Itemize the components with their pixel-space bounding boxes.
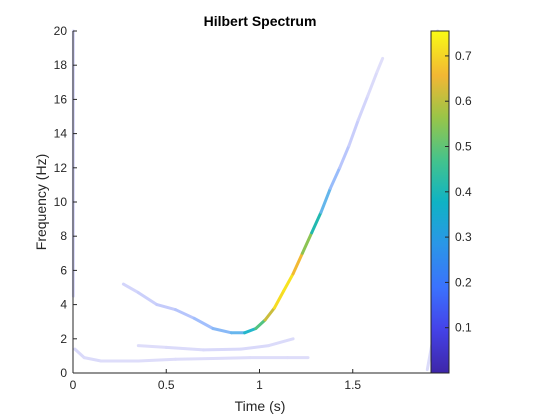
y-axis-label: Frequency (Hz) — [33, 154, 49, 250]
series-imf2-segment — [73, 347, 86, 360]
colorbar: 0.1 0.2 0.3 0.4 0.5 0.6 0.7 — [430, 30, 472, 374]
y-tick-label: 10 — [54, 195, 68, 209]
chart-title: Hilbert Spectrum — [204, 13, 317, 29]
colorbar-tick-label: 0.6 — [455, 94, 472, 108]
series-imf1-segment — [375, 56, 385, 74]
series-imf3-segment — [202, 347, 243, 352]
series-imf1-segment — [300, 231, 314, 255]
series-imf3 — [136, 337, 295, 352]
x-tick-label: 0 — [70, 378, 77, 392]
series-imf1-segment — [211, 327, 233, 335]
x-axis-ticks: 0 0.5 1 1.5 — [70, 369, 361, 392]
y-tick-label: 0 — [60, 366, 67, 380]
y-tick-label: 18 — [54, 58, 68, 72]
colorbar-tick-label: 0.2 — [455, 275, 472, 289]
y-tick-label: 4 — [60, 298, 67, 312]
series-imf1-segment — [192, 316, 215, 330]
series-imf2 — [73, 347, 310, 363]
series-imf2-segment — [136, 357, 178, 363]
series-imf2-segment — [174, 357, 215, 361]
series-imf1-segment — [243, 327, 258, 335]
colorbar-tick-label: 0.5 — [455, 140, 472, 154]
series-imf3-segment — [239, 344, 271, 351]
y-axis-ticks: 0 2 4 6 8 10 12 14 16 18 20 — [54, 24, 77, 380]
series-imf2-segment — [82, 356, 103, 363]
series-imf1-segment — [319, 186, 332, 214]
series-imf3-segment — [164, 345, 205, 352]
series-imf1-segment — [356, 94, 370, 122]
colorbar-ticks: 0.1 0.2 0.3 0.4 0.5 0.6 0.7 — [445, 49, 472, 335]
series-imf1-segment — [291, 251, 304, 276]
series-imf3-segment — [136, 344, 168, 349]
series-imf1-segment — [272, 289, 286, 310]
y-tick-label: 8 — [60, 229, 67, 243]
series-imf1-segment — [174, 308, 196, 320]
series-imf1-segment — [155, 303, 178, 312]
colorbar-gradient — [430, 30, 450, 374]
colorbar-tick-label: 0.1 — [455, 321, 472, 335]
colorbar-tick-label: 0.7 — [455, 49, 472, 63]
colorbar-tick-label: 0.4 — [455, 185, 472, 199]
series-imf1-segment — [121, 282, 140, 295]
series-imf3-segment — [267, 337, 295, 348]
y-tick-label: 2 — [60, 332, 67, 346]
series-imf1-segment — [310, 210, 323, 235]
y-tick-label: 14 — [54, 127, 68, 141]
y-tick-label: 16 — [54, 92, 68, 106]
series-imf1-segment — [282, 272, 295, 293]
series-imf1-segment — [338, 144, 351, 170]
plot-area: 0 0.5 1 1.5 0 2 4 6 8 10 12 14 16 18 20 — [54, 24, 446, 392]
x-tick-label: 1 — [256, 378, 263, 392]
series-imf1-segment — [347, 118, 360, 148]
series-imf2-segment — [211, 356, 252, 360]
axes-background — [73, 31, 446, 373]
y-tick-label: 6 — [60, 263, 67, 277]
series-imf1-segment — [136, 291, 159, 307]
colorbar-tick-label: 0.3 — [455, 230, 472, 244]
series-imf1-segment — [263, 306, 276, 322]
x-axis-label: Time (s) — [235, 398, 286, 414]
x-tick-label: 0.5 — [158, 378, 175, 392]
series-imf1-segment — [366, 70, 379, 98]
series-imf1-segment — [254, 318, 267, 330]
y-tick-label: 20 — [54, 24, 68, 38]
series-imf1 — [121, 56, 385, 335]
y-tick-label: 12 — [54, 161, 68, 175]
x-tick-label: 1.5 — [344, 378, 361, 392]
series-imf1-segment — [328, 166, 342, 190]
